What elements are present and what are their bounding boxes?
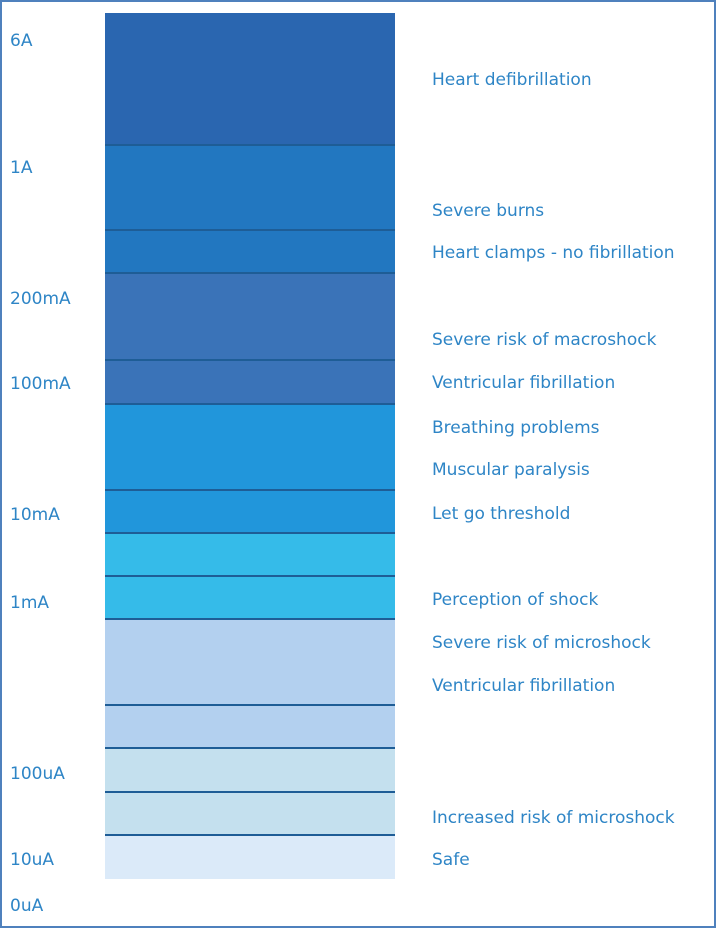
effect-severe-risk-macroshock: Severe risk of macroshock	[432, 330, 657, 350]
effect-severe-risk-microshock: Severe risk of microshock	[432, 633, 651, 653]
current-scale-bar	[105, 13, 395, 879]
band-6a-to-1a	[105, 13, 395, 145]
effect-heart-clamps: Heart clamps - no fibrillation	[432, 243, 675, 263]
band-1a-to-200ma	[105, 145, 395, 273]
band-separator	[105, 618, 395, 620]
scale-label-10ua: 10uA	[10, 850, 55, 870]
effect-let-go-threshold: Let go threshold	[432, 504, 571, 524]
band-1ma-to-100ua	[105, 619, 395, 748]
band-200ma-to-100ma	[105, 273, 395, 404]
band-separator	[105, 834, 395, 836]
scale-label-200ma: 200mA	[10, 289, 71, 309]
band-separator	[105, 403, 395, 405]
scale-label-1a: 1A	[10, 158, 33, 178]
band-100ma-to-10ma	[105, 404, 395, 533]
scale-label-6a: 6A	[10, 31, 33, 51]
band-separator	[105, 359, 395, 361]
band-separator	[105, 532, 395, 534]
effect-increased-risk-microshock: Increased risk of microshock	[432, 808, 675, 828]
band-separator	[105, 704, 395, 706]
band-separator	[105, 144, 395, 146]
scale-label-10ma: 10mA	[10, 505, 60, 525]
band-separator	[105, 747, 395, 749]
band-separator	[105, 229, 395, 231]
effect-severe-burns: Severe burns	[432, 201, 545, 221]
effect-muscular-paralysis: Muscular paralysis	[432, 460, 590, 480]
band-separator	[105, 272, 395, 274]
band-separator	[105, 791, 395, 793]
scale-label-100ua: 100uA	[10, 764, 65, 784]
effect-ventricular-fibrillation-micro: Ventricular fibrillation	[432, 676, 616, 696]
scale-label-100ma: 100mA	[10, 374, 71, 394]
band-separator	[105, 489, 395, 491]
effect-heart-defibrillation: Heart defibrillation	[432, 70, 592, 90]
effect-breathing-problems: Breathing problems	[432, 418, 600, 438]
band-separator	[105, 575, 395, 577]
effect-perception-of-shock: Perception of shock	[432, 590, 599, 610]
band-safe	[105, 835, 395, 879]
scale-label-1ma: 1mA	[10, 593, 50, 613]
scale-label-0ua: 0uA	[10, 896, 44, 916]
effect-safe: Safe	[432, 850, 470, 870]
effect-ventricular-fibrillation-macro: Ventricular fibrillation	[432, 373, 616, 393]
